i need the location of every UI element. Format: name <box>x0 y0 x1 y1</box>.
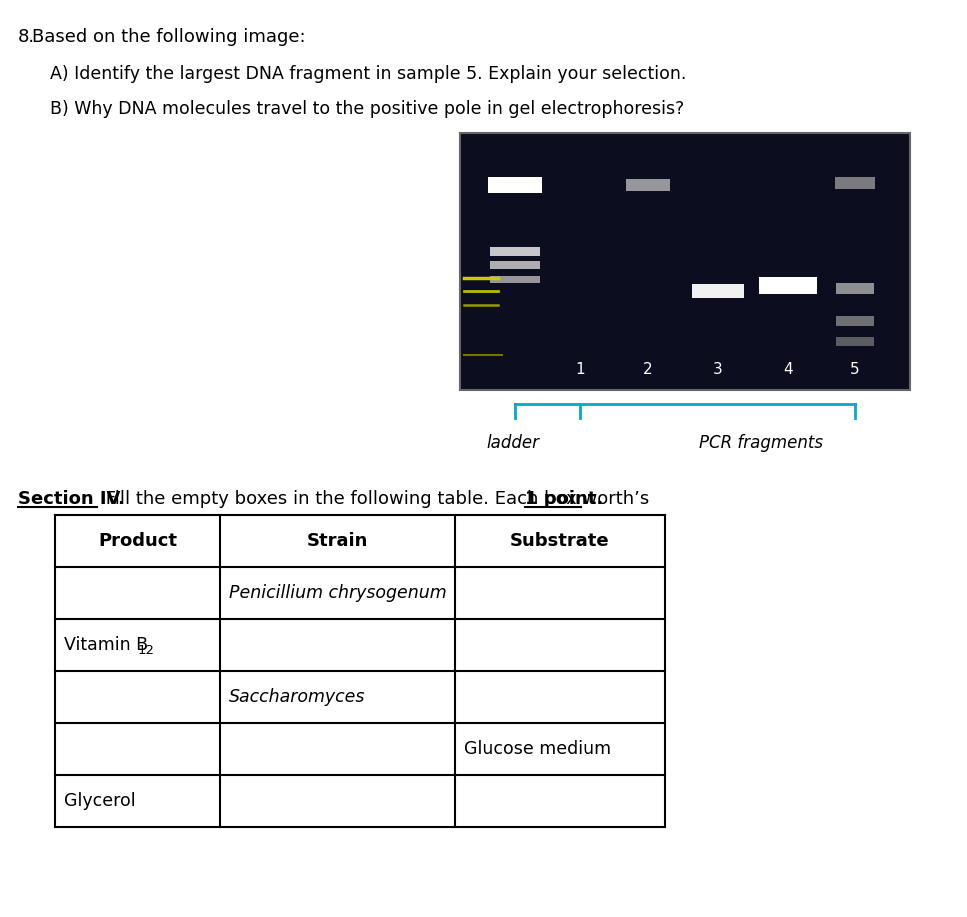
Bar <box>759 277 817 293</box>
Bar <box>836 337 874 346</box>
Text: Fill the empty boxes in the following table. Each box worth’s: Fill the empty boxes in the following ta… <box>100 490 655 508</box>
Text: Glucose medium: Glucose medium <box>464 740 611 758</box>
Bar <box>836 316 874 326</box>
Bar <box>490 275 540 282</box>
Text: 2: 2 <box>643 362 653 378</box>
Bar <box>626 179 670 191</box>
Text: Product: Product <box>98 532 177 550</box>
Text: B) Why DNA molecules travel to the positive pole in gel electrophoresis?: B) Why DNA molecules travel to the posit… <box>50 100 685 118</box>
Bar <box>490 261 540 269</box>
Text: 4: 4 <box>783 362 793 378</box>
Bar <box>490 247 540 256</box>
Bar <box>488 177 542 193</box>
Text: 8.: 8. <box>18 28 35 46</box>
Text: Substrate: Substrate <box>511 532 610 550</box>
Text: Section IV.: Section IV. <box>18 490 125 508</box>
Text: Vitamin B: Vitamin B <box>64 636 148 654</box>
Text: Strain: Strain <box>307 532 368 550</box>
Bar <box>460 133 910 390</box>
Text: Glycerol: Glycerol <box>64 792 135 810</box>
Text: A) Identify the largest DNA fragment in sample 5. Explain your selection.: A) Identify the largest DNA fragment in … <box>50 65 687 83</box>
Text: 5: 5 <box>850 362 860 378</box>
Text: Saccharomyces: Saccharomyces <box>229 688 366 706</box>
Text: Based on the following image:: Based on the following image: <box>32 28 306 46</box>
Text: PCR fragments: PCR fragments <box>699 434 823 452</box>
Bar <box>836 282 874 293</box>
Text: 1 point.: 1 point. <box>525 490 603 508</box>
Text: 3: 3 <box>713 362 723 378</box>
Text: 12: 12 <box>138 644 155 657</box>
Text: ladder: ladder <box>486 434 540 452</box>
Text: 1: 1 <box>575 362 585 378</box>
Text: Penicillium chrysogenum: Penicillium chrysogenum <box>229 584 447 602</box>
Bar <box>692 284 744 298</box>
Bar <box>835 177 875 189</box>
